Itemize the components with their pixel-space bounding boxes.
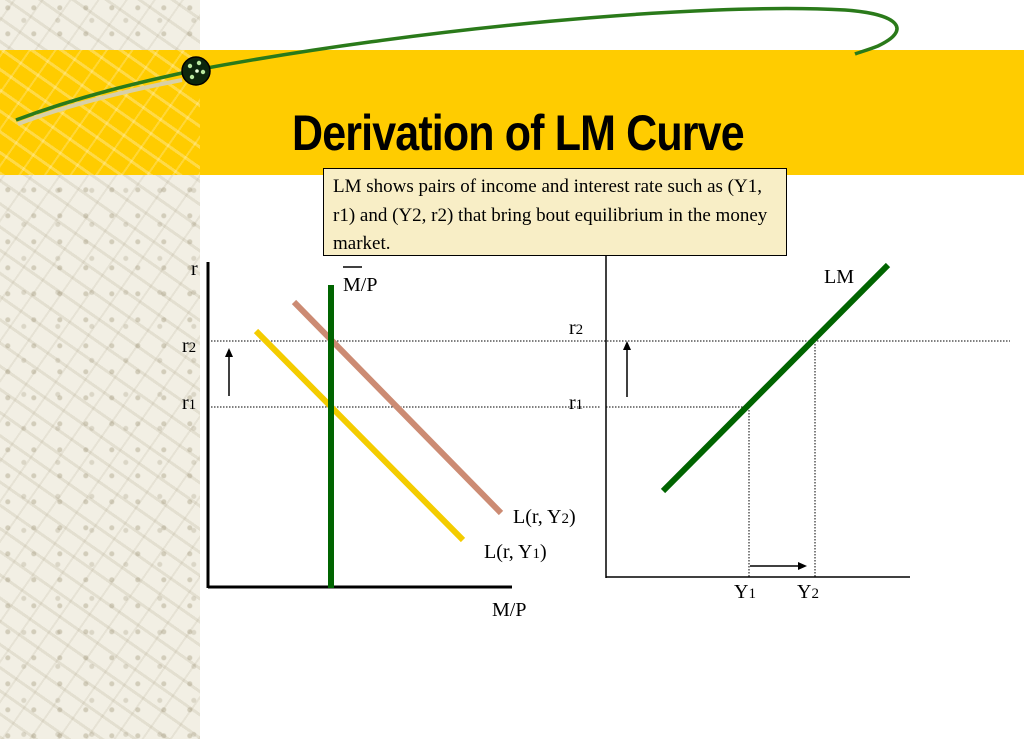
right-r2-label: r2	[569, 317, 583, 339]
demand-y1-label: L(r, Y1)	[484, 541, 547, 563]
y2-label: Y2	[797, 581, 819, 603]
left-r2-label: r2	[182, 335, 196, 357]
globe-dot	[196, 60, 202, 66]
right-up-arrow-head	[623, 341, 631, 350]
left-r1-label: r1	[182, 392, 196, 414]
globe-dot	[189, 74, 195, 80]
lm-curve-label: LM	[824, 266, 854, 288]
right-r1-label: r1	[569, 392, 583, 414]
title-band	[0, 50, 1024, 175]
globe-dot	[187, 63, 193, 69]
right-arrow-head	[798, 562, 807, 570]
left-up-arrow-head	[225, 348, 233, 357]
note-box: LM shows pairs of income and interest ra…	[323, 168, 787, 256]
money-supply-label: M/P	[343, 274, 377, 296]
globe-dot	[195, 69, 199, 73]
lm-curve	[660, 262, 891, 494]
page-title: Derivation of LM Curve	[292, 105, 745, 161]
demand-y2-label: L(r, Y2)	[513, 506, 576, 528]
swoosh-decoration	[15, 6, 899, 126]
left-y-axis-label: r	[191, 258, 198, 280]
globe-dot	[200, 69, 206, 75]
swoosh-curve	[15, 6, 899, 122]
left-x-axis-label: M/P	[492, 599, 526, 621]
demand-curve-y1	[253, 328, 466, 543]
swoosh-tail	[17, 78, 183, 126]
y1-label: Y1	[734, 581, 756, 603]
